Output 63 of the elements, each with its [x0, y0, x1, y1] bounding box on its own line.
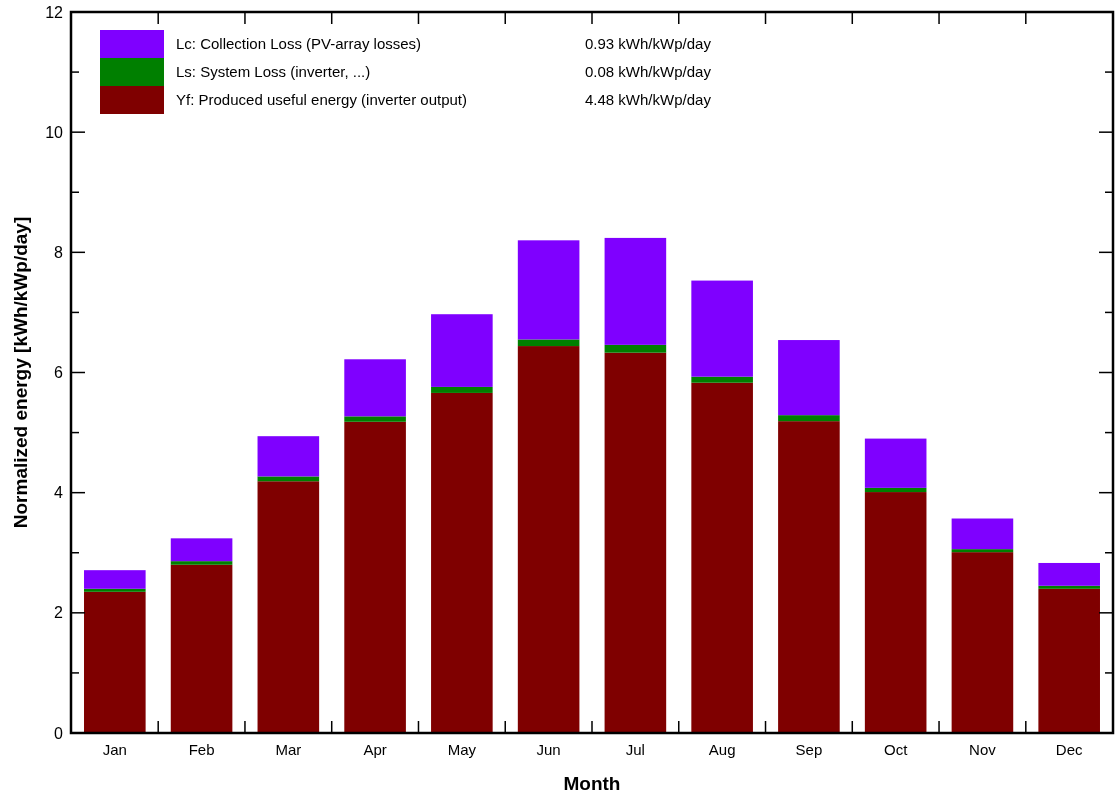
y-tick-label: 12 — [45, 3, 64, 21]
y-tick-label: 10 — [45, 123, 64, 141]
x-tick-label: Dec — [1055, 741, 1084, 758]
x-tick-label: Oct — [883, 741, 909, 758]
bar — [517, 339, 580, 347]
bar — [84, 570, 146, 589]
y-axis-title: Normalized energy [kWh/kWp/day] — [10, 216, 31, 529]
bar — [864, 487, 927, 493]
y-tick-label: 4 — [54, 484, 64, 502]
bar — [1038, 562, 1100, 586]
bar — [604, 352, 667, 733]
annotation: 4.48 kWh/kWp/day — [585, 91, 712, 109]
x-tick-label: Jan — [102, 741, 127, 758]
x-tick-label: Aug — [708, 741, 736, 758]
x-tick-label: Nov — [969, 741, 997, 758]
bar — [517, 240, 580, 340]
bar — [170, 564, 233, 733]
bar — [257, 436, 320, 477]
bar — [951, 552, 1014, 733]
bar — [344, 359, 406, 417]
bar — [170, 561, 233, 565]
x-axis-title: Month — [563, 773, 621, 794]
bar — [951, 518, 1014, 550]
bar — [431, 392, 493, 733]
x-tick-label: Sep — [795, 741, 823, 758]
bar — [864, 492, 927, 733]
bar — [257, 481, 320, 733]
x-tick-label: Jul — [625, 741, 645, 758]
annotation: 0.93 kWh/kWp/day — [585, 35, 712, 53]
bar — [604, 237, 667, 345]
bar — [778, 421, 840, 733]
legend-label: Ls: System Loss (inverter, ...) — [176, 63, 371, 81]
bar — [431, 314, 493, 387]
x-tick-label: Apr — [363, 741, 387, 758]
bar — [517, 346, 580, 733]
y-tick-label: 6 — [54, 364, 64, 382]
y-tick-label: 0 — [54, 724, 64, 742]
bar — [951, 549, 1014, 553]
legend-label: Yf: Produced useful energy (inverter output) — [176, 91, 467, 109]
bar — [778, 415, 840, 422]
bar — [691, 376, 753, 383]
bar — [84, 591, 146, 733]
bar — [344, 416, 406, 422]
x-tick-label: Feb — [188, 741, 215, 758]
y-tick-label: 8 — [54, 243, 64, 261]
legend-label: Lc: Collection Loss (PV-array losses) — [176, 35, 422, 53]
bar — [344, 421, 406, 733]
y-tick-label: 2 — [54, 604, 64, 622]
bar — [604, 344, 667, 353]
bar — [1038, 585, 1100, 589]
bar — [778, 340, 840, 416]
bar — [170, 538, 233, 562]
bar — [257, 476, 320, 482]
bar — [84, 588, 146, 592]
x-tick-label: May — [447, 741, 477, 758]
bar — [864, 438, 927, 488]
annotation: 0.08 kWh/kWp/day — [585, 63, 712, 81]
bar — [691, 280, 753, 377]
x-tick-label: Mar — [275, 741, 302, 758]
bar — [691, 382, 753, 733]
bar — [431, 386, 493, 393]
bar — [1038, 588, 1100, 733]
x-tick-label: Jun — [536, 741, 561, 758]
